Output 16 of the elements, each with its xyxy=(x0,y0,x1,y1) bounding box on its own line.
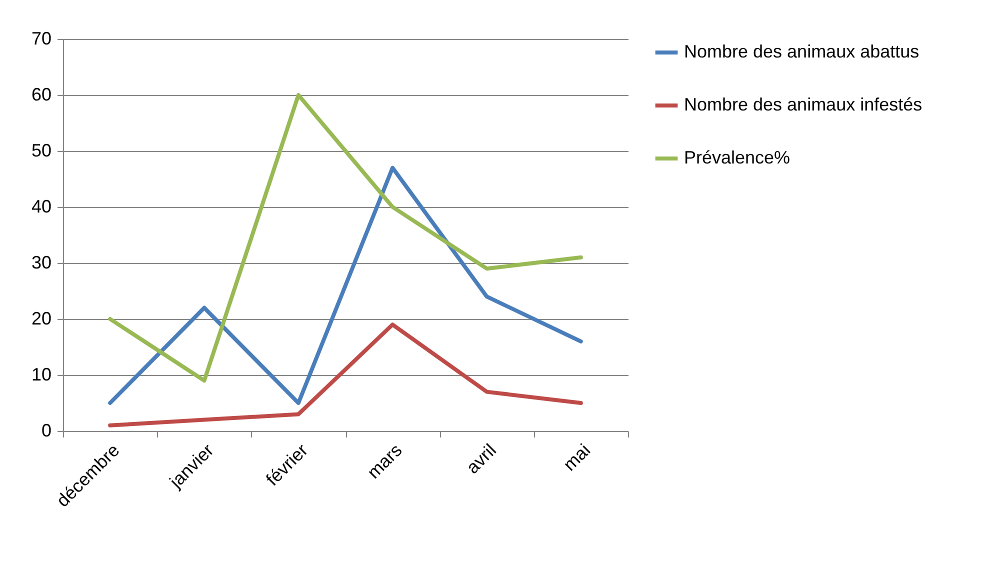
legend-label: Nombre des animaux abattus xyxy=(684,42,920,62)
line-series xyxy=(108,322,583,428)
legend-label: Prévalence% xyxy=(684,148,790,168)
x-tick-label: mai xyxy=(559,440,594,475)
y-tick-label: 0 xyxy=(41,420,52,440)
x-tick-label: avril xyxy=(462,440,500,478)
line-series xyxy=(108,166,583,405)
y-tick-label: 10 xyxy=(31,364,52,384)
line-series xyxy=(108,93,583,383)
y-tick-label: 20 xyxy=(31,308,52,328)
y-tick-label: 60 xyxy=(31,84,52,104)
y-tick-label: 50 xyxy=(31,140,52,160)
legend-label: Nombre des animaux infestés xyxy=(684,94,922,114)
y-tick-label: 70 xyxy=(31,28,52,48)
y-tick-label: 40 xyxy=(31,196,52,216)
y-tick-label: 30 xyxy=(31,252,52,272)
